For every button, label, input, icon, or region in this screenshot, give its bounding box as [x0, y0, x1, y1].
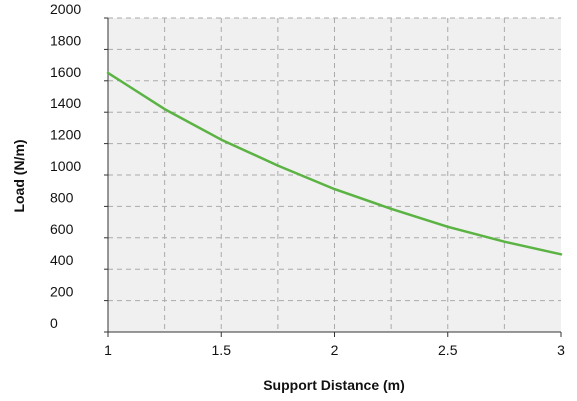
x-tick-label: 2.5 [438, 342, 458, 358]
y-tick-label: 800 [50, 189, 74, 205]
x-tick-label: 3 [557, 342, 565, 358]
x-tick-label: 1.5 [212, 342, 232, 358]
y-tick-label: 1000 [50, 158, 81, 174]
y-tick-label: 0 [50, 315, 58, 331]
x-tick-labels: 1 1.5 2 2.5 3 [104, 332, 565, 358]
y-tick-label: 200 [50, 284, 74, 300]
y-tick-label: 1200 [50, 127, 81, 143]
x-axis-title: Support Distance (m) [263, 377, 405, 393]
y-tick-labels: 0 200 400 600 800 1000 1200 1400 1600 1800 2000 [50, 1, 108, 333]
series-line [106, 71, 563, 256]
series [106, 71, 563, 256]
y-tick-label: 600 [50, 221, 74, 237]
y-tick-label: 2000 [50, 1, 81, 17]
y-tick-label: 1800 [50, 32, 81, 48]
x-tick-label: 1 [104, 342, 112, 358]
y-tick-label: 1600 [50, 64, 81, 80]
y-tick-label: 1400 [50, 95, 81, 111]
y-tick-label: 400 [50, 252, 74, 268]
grid [108, 17, 561, 332]
x-tick-label: 2 [331, 342, 339, 358]
y-axis-title: Load (N/m) [11, 139, 27, 212]
